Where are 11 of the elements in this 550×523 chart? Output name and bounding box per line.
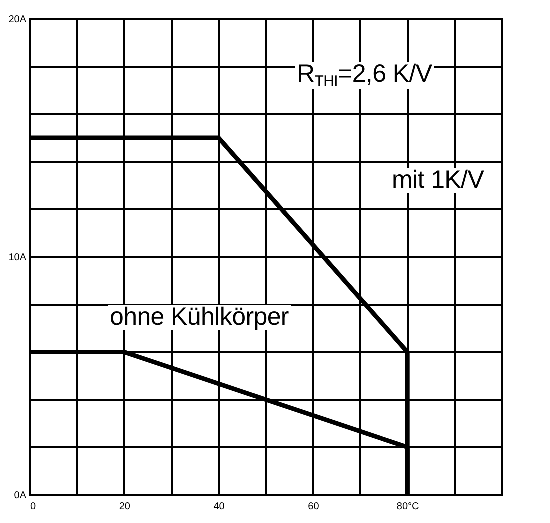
annotation: mit 1K/V bbox=[390, 166, 486, 194]
y-tick-label: 10A bbox=[8, 252, 27, 264]
y-tick-label: 20A bbox=[8, 14, 27, 26]
y-tick-label: 0A bbox=[14, 490, 27, 502]
x-tick-label: 60 bbox=[308, 502, 320, 512]
annotation: ohne Kühlkörper bbox=[108, 303, 291, 331]
annotation: R$_{THI}$=2,6 K/V bbox=[295, 60, 434, 90]
x-tick-label: 40 bbox=[214, 502, 226, 512]
x-tick-label: 20 bbox=[119, 502, 131, 512]
x-tick-label: 80°C bbox=[396, 502, 420, 512]
x-tick-label: 0 bbox=[30, 502, 36, 512]
